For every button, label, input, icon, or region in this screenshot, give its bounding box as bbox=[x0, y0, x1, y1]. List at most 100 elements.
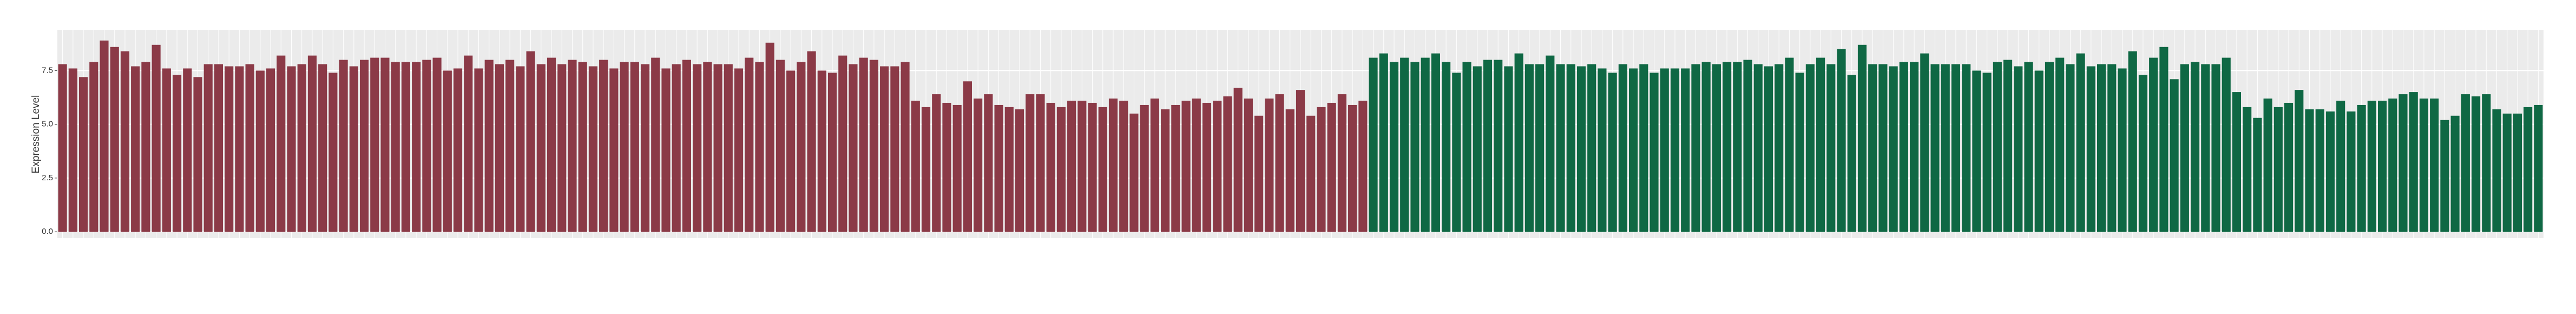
bar bbox=[110, 47, 119, 232]
bar bbox=[1369, 57, 1378, 232]
bar bbox=[2128, 51, 2137, 232]
bar bbox=[2377, 100, 2387, 232]
bar bbox=[1993, 62, 2002, 232]
bar bbox=[1587, 64, 1596, 232]
bar bbox=[568, 60, 577, 232]
bar bbox=[255, 70, 265, 232]
bar bbox=[755, 62, 764, 232]
bar bbox=[2482, 94, 2491, 232]
bar bbox=[2409, 92, 2418, 232]
bar bbox=[401, 62, 411, 232]
bar bbox=[901, 62, 910, 232]
bar bbox=[380, 57, 390, 232]
bar bbox=[1775, 64, 1784, 232]
bar bbox=[797, 62, 806, 232]
bar bbox=[1494, 60, 1503, 232]
bar bbox=[2055, 57, 2065, 232]
y-tick-label: 7.5 bbox=[42, 66, 53, 75]
bar bbox=[1358, 100, 1368, 232]
bar bbox=[2284, 102, 2294, 232]
bar bbox=[651, 57, 660, 232]
bar bbox=[1920, 53, 1929, 232]
bar bbox=[1514, 53, 1523, 232]
bar bbox=[1504, 66, 1513, 232]
bar bbox=[1244, 99, 1253, 232]
bar bbox=[734, 68, 744, 232]
bar bbox=[1285, 109, 1294, 232]
bar bbox=[464, 55, 473, 232]
bar bbox=[422, 60, 431, 232]
bar bbox=[1608, 73, 1617, 232]
bar bbox=[1077, 100, 1087, 232]
bar bbox=[807, 51, 816, 232]
bar bbox=[2295, 90, 2304, 232]
bar bbox=[1753, 64, 1763, 232]
bar bbox=[1327, 102, 1336, 232]
bar bbox=[2159, 47, 2168, 232]
bar bbox=[776, 60, 785, 232]
bar bbox=[2534, 104, 2543, 232]
bar bbox=[359, 60, 369, 232]
bar bbox=[287, 66, 296, 232]
bar bbox=[328, 73, 338, 232]
bar bbox=[1473, 66, 1482, 232]
bar bbox=[1223, 96, 1232, 232]
bar bbox=[2513, 113, 2522, 232]
bar bbox=[1785, 57, 1794, 232]
bar bbox=[817, 70, 826, 232]
bar bbox=[984, 94, 993, 232]
bar bbox=[1233, 88, 1243, 232]
bar bbox=[1036, 94, 1045, 232]
bar bbox=[2118, 68, 2127, 232]
bar bbox=[391, 62, 400, 232]
bar bbox=[578, 62, 587, 232]
bar bbox=[453, 68, 463, 232]
bar bbox=[2180, 64, 2189, 232]
bar bbox=[2440, 120, 2449, 232]
bar bbox=[307, 55, 317, 232]
bar bbox=[1265, 99, 1274, 232]
bar bbox=[2305, 109, 2314, 232]
bar bbox=[880, 66, 889, 232]
bar bbox=[994, 104, 1003, 232]
bar bbox=[2388, 99, 2397, 232]
bar bbox=[505, 60, 515, 232]
y-tick-label: 2.5 bbox=[42, 173, 53, 182]
bar bbox=[724, 64, 733, 232]
bar bbox=[1067, 100, 1076, 232]
bar bbox=[120, 51, 130, 232]
bar bbox=[2045, 62, 2054, 232]
bar bbox=[318, 64, 327, 232]
bar bbox=[516, 66, 525, 232]
bar bbox=[2201, 64, 2210, 232]
bar bbox=[1483, 60, 1493, 232]
bar bbox=[203, 64, 213, 232]
y-tick-label: 0.0 bbox=[42, 227, 53, 236]
bar bbox=[131, 66, 140, 232]
bar bbox=[68, 68, 77, 232]
bar bbox=[682, 60, 691, 232]
bar bbox=[1296, 90, 1305, 232]
bar bbox=[2253, 117, 2262, 232]
bar bbox=[1930, 64, 1940, 232]
bar bbox=[1701, 62, 1711, 232]
bar bbox=[1639, 64, 1648, 232]
bar bbox=[1337, 94, 1346, 232]
bar bbox=[2430, 99, 2439, 232]
bar bbox=[1764, 66, 1773, 232]
bar bbox=[1171, 104, 1180, 232]
bar bbox=[245, 64, 254, 232]
bar bbox=[1546, 55, 1555, 232]
bar bbox=[2138, 75, 2148, 232]
bar bbox=[786, 70, 796, 232]
bar bbox=[1618, 64, 1627, 232]
bar bbox=[630, 62, 639, 232]
bar bbox=[2461, 94, 2470, 232]
bar bbox=[1857, 44, 1867, 232]
bar bbox=[765, 42, 774, 232]
bar bbox=[2263, 99, 2272, 232]
bar bbox=[713, 64, 722, 232]
bar bbox=[1566, 64, 1575, 232]
bar bbox=[2273, 107, 2283, 232]
bar bbox=[1805, 64, 1815, 232]
